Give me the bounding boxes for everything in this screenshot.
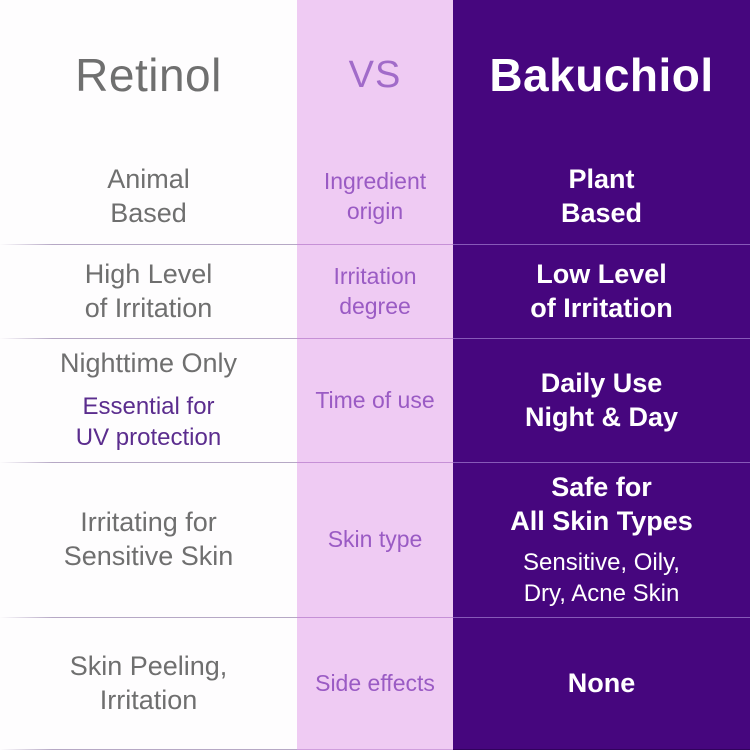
bakuchiol-value: Safe for All Skin Types	[510, 472, 693, 536]
bakuchiol-value: Daily Use Night & Day	[524, 367, 678, 432]
bakuchiol-value: Plant Based	[560, 164, 643, 228]
retinol-value: High Level of Irritation	[84, 258, 213, 323]
retinol-value: Nighttime Only	[59, 348, 238, 379]
vs-header-cell: VS	[297, 0, 453, 150]
retinol-value: Irritating for Sensitive Skin	[63, 507, 234, 571]
row-time-of-use-retinol: Nighttime Only Essential for UV protecti…	[0, 338, 297, 462]
retinol-value: Skin Peeling, Irritation	[69, 650, 228, 715]
attribute-label: Ingredient origin	[323, 168, 427, 224]
row-side-effects-bakuchiol: None	[453, 617, 750, 750]
row-irritation-degree-bakuchiol: Low Level of Irritation	[453, 244, 750, 338]
row-irritation-degree-attribute: Irritation degree	[297, 244, 453, 338]
row-ingredient-origin-attribute: Ingredient origin	[297, 150, 453, 244]
bakuchiol-value-note: Sensitive, Oily, Dry, Acne Skin	[523, 548, 680, 607]
attribute-label: Side effects	[315, 669, 435, 696]
attribute-label: Irritation degree	[333, 262, 417, 319]
retinol-title: Retinol	[75, 49, 222, 101]
bakuchiol-title: Bakuchiol	[489, 49, 714, 101]
row-time-of-use-attribute: Time of use	[297, 338, 453, 462]
row-skin-type-bakuchiol: Safe for All Skin Types Sensitive, Oily,…	[453, 462, 750, 617]
row-side-effects-attribute: Side effects	[297, 617, 453, 750]
retinol-header-cell: Retinol	[0, 0, 297, 150]
vs-label: VS	[348, 53, 402, 96]
row-ingredient-origin-bakuchiol: Plant Based	[453, 150, 750, 244]
bakuchiol-header-cell: Bakuchiol	[453, 0, 750, 150]
attribute-label: Time of use	[315, 386, 435, 413]
attribute-label: Skin type	[327, 526, 423, 553]
bakuchiol-value: None	[567, 667, 636, 698]
retinol-value: Animal Based	[107, 164, 190, 228]
row-irritation-degree-retinol: High Level of Irritation	[0, 244, 297, 338]
row-ingredient-origin-retinol: Animal Based	[0, 150, 297, 244]
retinol-value-note: Essential for UV protection	[75, 393, 222, 452]
row-skin-type-attribute: Skin type	[297, 462, 453, 617]
bakuchiol-value: Low Level of Irritation	[530, 258, 673, 323]
row-side-effects-retinol: Skin Peeling, Irritation	[0, 617, 297, 750]
row-time-of-use-bakuchiol: Daily Use Night & Day	[453, 338, 750, 462]
row-skin-type-retinol: Irritating for Sensitive Skin	[0, 462, 297, 617]
